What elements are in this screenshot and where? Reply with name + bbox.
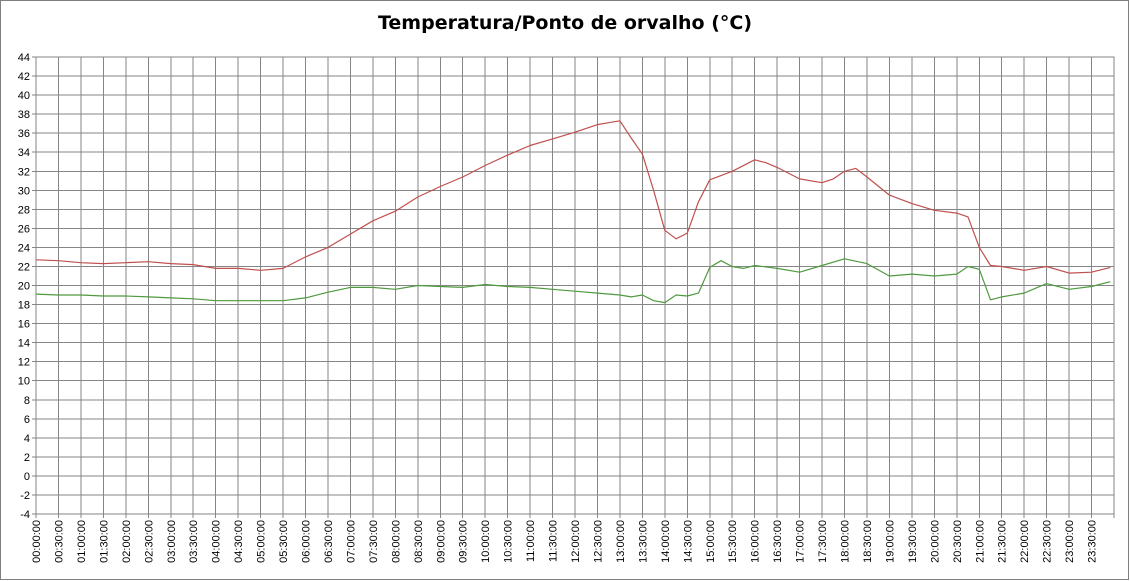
x-tick-label: 12:00:00 [570, 520, 582, 563]
x-tick-label: 20:00:00 [929, 520, 941, 563]
x-tick-label: 07:30:00 [368, 520, 380, 563]
y-tick-label: -2 [20, 490, 30, 502]
x-tick-label: 16:00:00 [750, 520, 762, 563]
x-tick-label: 13:30:00 [637, 520, 649, 563]
x-tick-label: 01:00:00 [76, 520, 88, 563]
temperature-line [35, 120, 1111, 274]
x-tick-label: 19:30:00 [907, 520, 919, 563]
x-tick-label: 14:30:00 [682, 520, 694, 563]
x-tick-label: 00:00:00 [31, 520, 43, 563]
x-tick-label: 03:00:00 [166, 520, 178, 563]
x-tick-label: 18:00:00 [840, 520, 852, 563]
x-tick-label: 04:30:00 [233, 520, 245, 563]
y-tick-label: 40 [18, 90, 30, 102]
y-tick-label: 4 [24, 433, 30, 445]
x-tick-label: 20:30:00 [952, 520, 964, 563]
x-tick-label: 06:30:00 [323, 520, 335, 563]
y-tick-label: 44 [18, 52, 30, 64]
x-tick-label: 19:00:00 [884, 520, 896, 563]
x-tick-label: 09:00:00 [435, 520, 447, 563]
x-tick-label: 17:30:00 [817, 520, 829, 563]
x-tick-label: 07:00:00 [345, 520, 357, 563]
x-tick-label: 22:30:00 [1042, 520, 1054, 563]
chart-title: Temperatura/Ponto de orvalho (°C) [377, 12, 753, 34]
x-tick-label: 16:30:00 [772, 520, 784, 563]
x-tick-label: 12:30:00 [592, 520, 604, 563]
y-tick-label: 20 [18, 281, 30, 293]
y-tick-label: 8 [24, 395, 30, 407]
x-tick-label: 02:00:00 [121, 520, 133, 563]
x-tick-label: 21:00:00 [974, 520, 986, 563]
y-tick-label: 26 [18, 223, 30, 235]
x-tick-label: 23:30:00 [1087, 520, 1099, 563]
x-tick-label: 05:30:00 [278, 520, 290, 563]
plot-area-border [35, 56, 1115, 515]
x-tick-label: 06:00:00 [301, 520, 313, 563]
y-tick-label: 16 [18, 319, 30, 331]
y-tick-label: 34 [18, 147, 30, 159]
x-tick-label: 22:00:00 [1019, 520, 1031, 563]
y-tick-label: 6 [24, 414, 30, 426]
x-tick-label: 08:30:00 [413, 520, 425, 563]
x-tick-label: 15:00:00 [705, 520, 717, 563]
x-tick-label: 18:30:00 [862, 520, 874, 563]
dew-point-line [35, 258, 1111, 304]
x-tick-label: 10:00:00 [480, 520, 492, 563]
y-tick-label: 24 [18, 242, 30, 254]
y-tick-label: 18 [18, 300, 30, 312]
y-tick-label: 36 [18, 128, 30, 140]
x-tick-label: 14:00:00 [660, 520, 672, 563]
x-tick-label: 23:00:00 [1064, 520, 1076, 563]
y-tick-label: 28 [18, 204, 30, 216]
y-tick-label: 30 [18, 185, 30, 197]
x-tick-label: 10:30:00 [503, 520, 515, 563]
x-tick-label: 03:30:00 [188, 520, 200, 563]
y-tick-label: 10 [18, 376, 30, 388]
x-tick-label: 17:00:00 [795, 520, 807, 563]
y-tick-label: 38 [18, 109, 30, 121]
y-tick-label: 2 [24, 452, 30, 464]
x-tick-label: 01:30:00 [98, 520, 110, 563]
x-tick-label: 11:00:00 [525, 520, 537, 562]
y-tick-label: 14 [18, 338, 30, 350]
x-tick-label: 00:30:00 [53, 520, 65, 563]
y-tick-label: 42 [18, 71, 30, 83]
x-tick-label: 09:30:00 [458, 520, 470, 563]
y-tick-label: 0 [24, 471, 30, 483]
x-tick-label: 15:30:00 [727, 520, 739, 563]
x-tick-label: 02:30:00 [143, 520, 155, 563]
y-tick-label: 32 [18, 166, 30, 178]
y-tick-label: 22 [18, 261, 30, 273]
x-tick-label: 11:30:00 [548, 520, 560, 562]
x-tick-label: 13:00:00 [615, 520, 627, 563]
x-tick-label: 21:30:00 [997, 520, 1009, 563]
x-tick-label: 08:00:00 [390, 520, 402, 563]
y-tick-label: 12 [18, 357, 30, 369]
x-tick-label: 05:00:00 [256, 520, 268, 563]
x-tick-label: 04:00:00 [211, 520, 223, 563]
y-tick-label: -4 [20, 509, 30, 521]
